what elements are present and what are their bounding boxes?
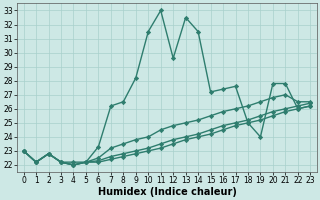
X-axis label: Humidex (Indice chaleur): Humidex (Indice chaleur)	[98, 187, 236, 197]
